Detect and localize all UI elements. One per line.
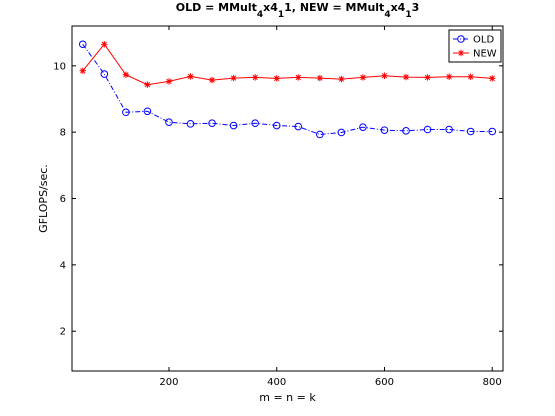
chart-title: OLD = MMult4x411, NEW = MMult4x413	[176, 1, 420, 20]
data-point-new	[208, 76, 216, 84]
y-tick-label: 4	[60, 260, 66, 271]
legend-label-old: OLD	[473, 35, 494, 46]
chart-title-subscript: 4	[257, 10, 263, 20]
data-point-old	[488, 127, 497, 136]
series-line-new	[82, 43, 493, 86]
data-point-new	[122, 71, 130, 78]
legend-item-new: NEW	[453, 49, 497, 60]
data-point-new	[338, 75, 345, 83]
data-point-new	[144, 81, 151, 88]
y-tick-label: 2	[60, 327, 66, 338]
x-tick-label: 800	[483, 377, 502, 388]
y-axis-label: GFLOPS/sec.	[37, 164, 50, 233]
data-point-new	[424, 74, 431, 81]
legend-box	[448, 29, 502, 63]
chart-title-subscript: 1	[405, 10, 411, 20]
data-point-old	[186, 120, 195, 128]
data-point-old	[78, 40, 87, 49]
data-point-new	[381, 72, 388, 79]
y-tick-label: 8	[60, 128, 66, 139]
data-point-new	[165, 78, 173, 85]
data-point-old	[100, 70, 109, 78]
x-tick-label: 600	[375, 377, 394, 388]
data-point-old	[337, 128, 346, 137]
series-new	[79, 41, 496, 88]
chart-title-subscript: 4	[384, 10, 390, 20]
series-group	[78, 40, 497, 139]
data-point-new	[230, 74, 237, 82]
chart-title-subscript: 1	[278, 10, 284, 20]
chart-title-segment: x4	[263, 1, 278, 14]
data-point-new	[273, 75, 280, 82]
data-point-old	[316, 130, 324, 139]
legend-label-new: NEW	[473, 49, 497, 60]
x-tick-label: 200	[159, 377, 178, 388]
y-tick-label: 6	[60, 194, 66, 205]
chart-title-group: OLD = MMult4x411, NEW = MMult4x413	[176, 1, 420, 20]
legend-marker-old	[457, 35, 465, 43]
data-point-old	[229, 121, 238, 130]
data-point-old	[359, 123, 367, 131]
data-point-new	[489, 75, 496, 82]
data-point-new	[316, 74, 324, 82]
data-point-new	[187, 73, 194, 80]
data-point-new	[295, 74, 302, 81]
data-point-old	[208, 119, 216, 127]
data-point-old	[423, 125, 432, 134]
y-tick-label: 10	[53, 61, 66, 72]
legend-item-old: OLD	[453, 35, 494, 46]
x-axis-label: m = n = k	[259, 391, 316, 404]
data-point-old	[143, 107, 152, 116]
data-point-new	[101, 41, 108, 48]
data-point-old	[402, 127, 410, 135]
chart-title-segment: 1, NEW = MMult	[284, 1, 384, 14]
axis-ticks: 200 400 600 800 2 4 6 8 10	[53, 26, 503, 388]
data-point-old	[251, 119, 259, 127]
data-point-old	[445, 125, 453, 134]
data-point-new	[467, 73, 474, 80]
data-point-new	[359, 74, 367, 81]
chart-title-segment: OLD = MMult	[176, 1, 257, 14]
data-point-old	[294, 122, 303, 131]
data-point-old	[272, 121, 281, 130]
data-point-old	[122, 108, 130, 117]
data-point-old	[380, 126, 389, 134]
data-point-new	[79, 67, 86, 74]
data-point-new	[251, 74, 259, 81]
data-point-new	[445, 73, 453, 80]
data-point-old	[165, 118, 173, 127]
chart-title-segment: x4	[391, 1, 406, 14]
data-point-old	[466, 127, 475, 136]
data-point-new	[402, 73, 410, 81]
series-old	[78, 40, 497, 139]
chart-title-segment: 3	[412, 1, 420, 14]
legend-marker-new	[457, 49, 465, 57]
legend: OLD NEW	[448, 29, 502, 63]
x-tick-label: 400	[267, 377, 286, 388]
